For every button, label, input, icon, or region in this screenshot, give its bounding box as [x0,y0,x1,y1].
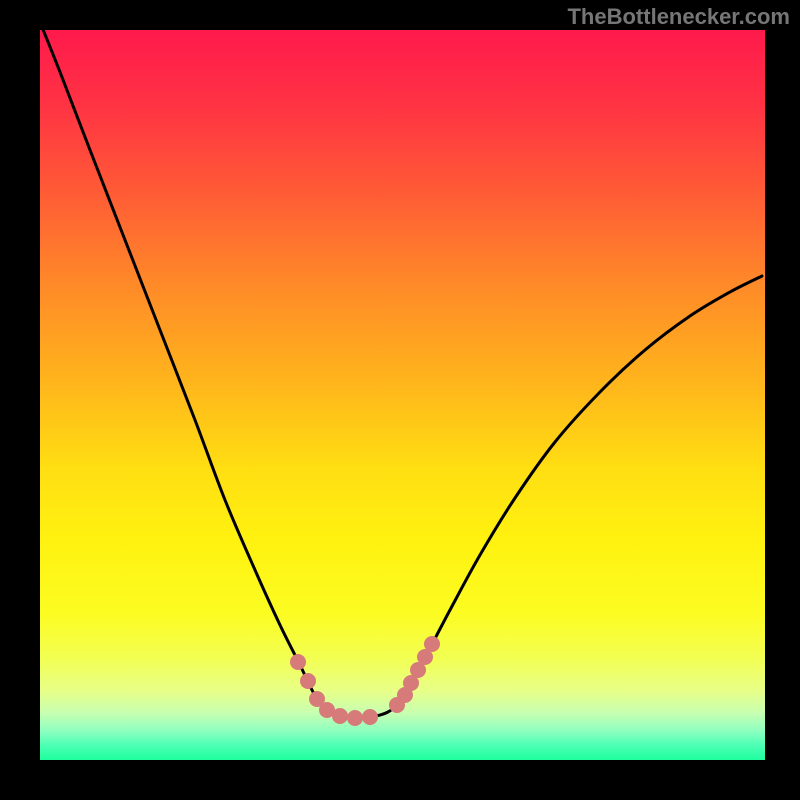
marker-dot [290,654,306,670]
bottom-markers [290,636,440,726]
curve-path [40,22,762,718]
v-curve [0,0,800,800]
marker-dot [332,708,348,724]
marker-dot [347,710,363,726]
marker-dot [362,709,378,725]
plot-area [40,30,765,760]
marker-dot [300,673,316,689]
marker-dot [424,636,440,652]
chart-canvas: TheBottlenecker.com [0,0,800,800]
